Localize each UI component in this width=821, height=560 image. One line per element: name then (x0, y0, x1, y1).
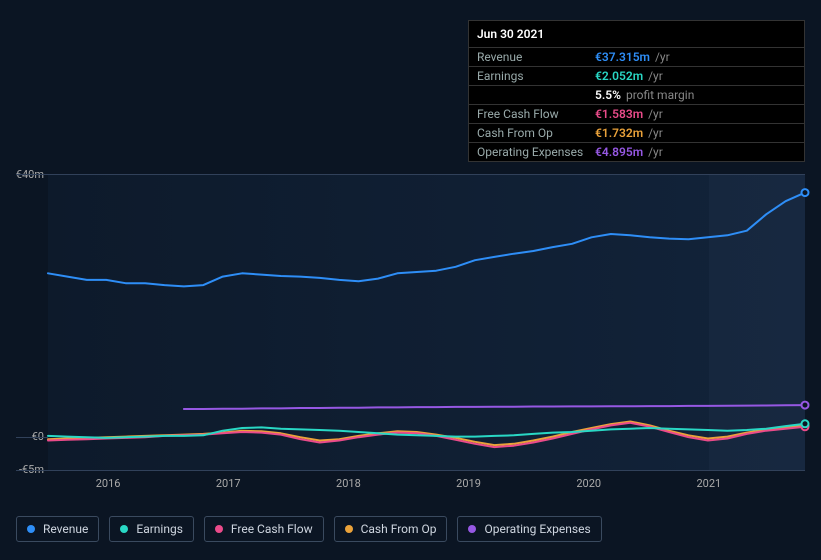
tooltip-row-unit: /yr (652, 50, 670, 64)
legend-label: Cash From Op (361, 522, 437, 536)
x-axis-label: 2016 (96, 477, 121, 490)
tooltip-row-earnings: Earnings€2.052m /yr (469, 67, 804, 86)
tooltip-row-fcf: Free Cash Flow€1.583m /yr (469, 105, 804, 124)
legend-dot-opex (468, 525, 476, 533)
legend-label: Operating Expenses (484, 522, 590, 536)
series-revenue (48, 193, 805, 287)
series-endpoint-opex (802, 402, 809, 409)
legend-label: Free Cash Flow (231, 522, 313, 536)
x-axis-label: 2021 (696, 477, 721, 490)
tooltip-row-value: €37.315m (595, 50, 650, 64)
legend-dot-earnings (120, 525, 128, 533)
tooltip-row-unit: /yr (645, 69, 663, 83)
tooltip-row-unit: /yr (645, 107, 663, 121)
tooltip-row-value: 5.5% (595, 88, 621, 102)
tooltip-row-label (477, 88, 595, 102)
series-cash_op (48, 422, 805, 446)
legend-item-revenue[interactable]: Revenue (16, 516, 99, 542)
series-endpoint-revenue (802, 189, 809, 196)
tooltip-row-margin: 5.5% profit margin (469, 86, 804, 105)
tooltip-row-opex: Operating Expenses€4.895m /yr (469, 143, 804, 161)
tooltip-row-cash_op: Cash From Op€1.732m /yr (469, 124, 804, 143)
tooltip-row-value: €4.895m (595, 145, 643, 159)
tooltip-row-value: €1.732m (595, 126, 643, 140)
legend-item-fcf[interactable]: Free Cash Flow (204, 516, 324, 542)
series-endpoint-earnings (802, 420, 809, 427)
tooltip-row-label: Cash From Op (477, 126, 595, 140)
chart-plot-area[interactable] (48, 175, 805, 470)
tooltip-row-unit: /yr (645, 126, 663, 140)
chart-tooltip: Jun 30 2021 Revenue€37.315m /yrEarnings€… (468, 20, 805, 162)
tooltip-row-revenue: Revenue€37.315m /yr (469, 48, 804, 67)
x-axis-label: 2020 (576, 477, 601, 490)
tooltip-row-unit: profit margin (623, 88, 694, 102)
legend-label: Revenue (43, 522, 88, 536)
legend-item-earnings[interactable]: Earnings (109, 516, 194, 542)
tooltip-row-value: €2.052m (595, 69, 643, 83)
legend-label: Earnings (136, 522, 183, 536)
legend-dot-fcf (215, 525, 223, 533)
legend-dot-revenue (27, 525, 35, 533)
tooltip-row-unit: /yr (645, 145, 663, 159)
legend-item-cash_op[interactable]: Cash From Op (334, 516, 448, 542)
financials-chart-container: Jun 30 2021 Revenue€37.315m /yrEarnings€… (0, 0, 821, 560)
series-opex (184, 405, 805, 409)
tooltip-row-label: Free Cash Flow (477, 107, 595, 121)
gridline-bottom (16, 470, 805, 471)
x-axis-label: 2018 (336, 477, 361, 490)
legend-item-opex[interactable]: Operating Expenses (457, 516, 601, 542)
tooltip-date: Jun 30 2021 (469, 21, 804, 48)
legend-dot-cash_op (345, 525, 353, 533)
chart-svg (48, 175, 805, 470)
tooltip-row-label: Operating Expenses (477, 145, 595, 159)
tooltip-row-label: Revenue (477, 50, 595, 64)
tooltip-row-label: Earnings (477, 69, 595, 83)
tooltip-row-value: €1.583m (595, 107, 643, 121)
x-axis-label: 2017 (216, 477, 241, 490)
x-axis-label: 2019 (456, 477, 481, 490)
chart-legend: Revenue Earnings Free Cash Flow Cash From O… (16, 516, 602, 542)
